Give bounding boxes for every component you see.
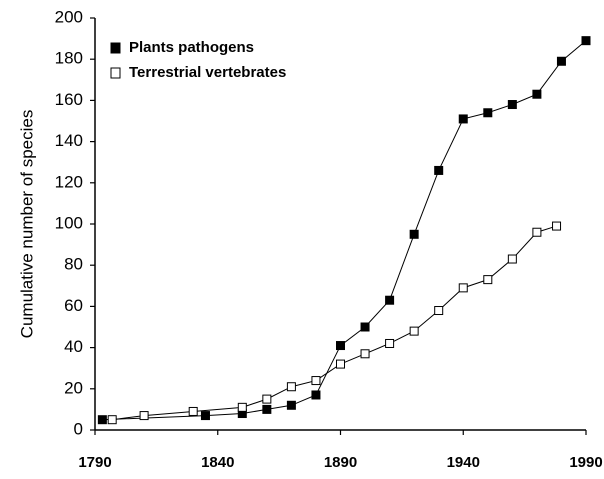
data-point [360, 349, 370, 359]
y-tick-label: 120 [55, 172, 83, 191]
data-point [507, 254, 517, 264]
y-axis-label: Cumulative number of species [17, 110, 36, 339]
y-tick-label: 0 [74, 419, 83, 438]
y-tick-label: 20 [64, 378, 83, 397]
data-point [434, 306, 444, 316]
data-point [556, 56, 566, 66]
y-tick-label: 160 [55, 90, 83, 109]
legend-marker [110, 67, 121, 79]
data-point [532, 227, 542, 237]
y-tick-label: 40 [64, 337, 83, 356]
data-point [262, 404, 272, 414]
y-tick-label: 80 [64, 255, 83, 274]
data-point [336, 359, 345, 369]
data-point [188, 406, 198, 416]
data-point [434, 165, 444, 175]
data-point [286, 400, 296, 410]
data-point [311, 376, 321, 386]
data-point [200, 411, 210, 421]
data-point [458, 114, 468, 124]
x-tick-label: 1990 [569, 454, 602, 471]
y-tick-label: 100 [55, 213, 83, 232]
y-tick-label: 140 [55, 131, 83, 150]
data-point [458, 283, 468, 293]
data-point [507, 100, 517, 110]
data-point [97, 415, 107, 425]
data-point [483, 275, 493, 285]
x-tick-label: 1790 [78, 454, 111, 471]
data-point [107, 415, 117, 425]
data-point [139, 411, 149, 421]
data-point [552, 221, 562, 231]
x-tick-label: 1890 [324, 454, 357, 471]
x-tick-label: 1940 [447, 454, 480, 471]
legend-marker [110, 42, 121, 54]
y-tick-label: 200 [55, 7, 83, 26]
series-line [112, 225, 557, 421]
data-point [581, 36, 591, 46]
data-point [262, 394, 272, 404]
data-point [237, 402, 247, 412]
data-point [336, 341, 345, 351]
data-point [385, 295, 395, 305]
data-point [311, 390, 321, 400]
legend-label: Plants pathogens [129, 39, 254, 56]
data-point [409, 229, 419, 239]
data-point [483, 108, 493, 118]
legend-label: Terrestrial vertebrates [129, 64, 286, 81]
x-tick-label: 1840 [201, 454, 234, 471]
data-point [286, 382, 296, 392]
y-tick-label: 180 [55, 49, 83, 68]
data-point [360, 322, 370, 332]
data-point [385, 338, 395, 348]
y-tick-label: 60 [64, 296, 83, 315]
data-point [409, 326, 419, 336]
data-point [532, 89, 542, 99]
